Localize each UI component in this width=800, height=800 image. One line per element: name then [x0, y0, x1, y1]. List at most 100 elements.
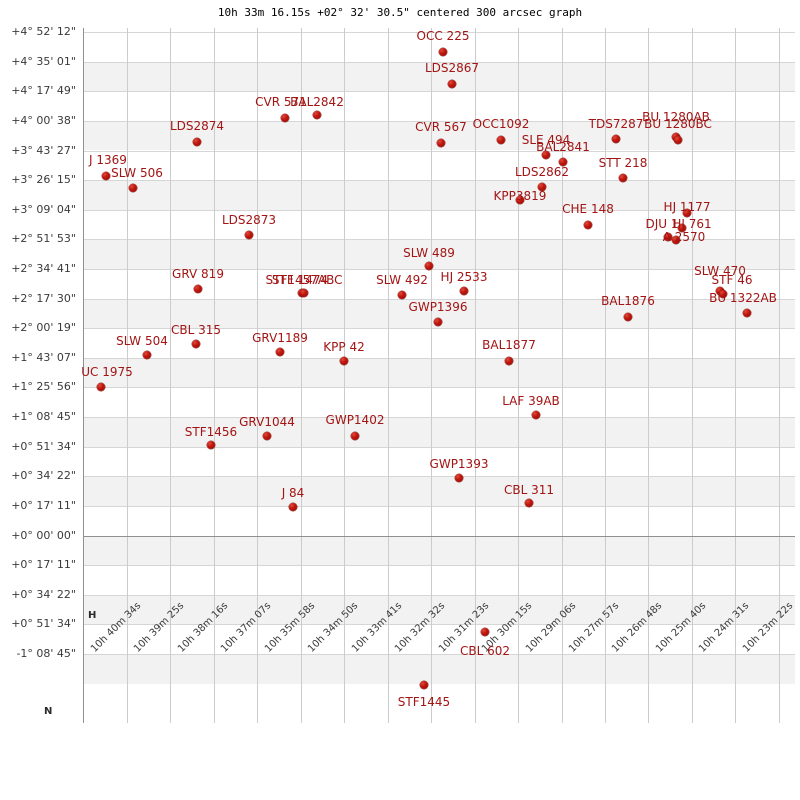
star-marker[interactable] — [743, 309, 751, 317]
star-marker[interactable] — [672, 236, 680, 244]
gridline-vertical — [257, 28, 259, 723]
star-marker[interactable] — [263, 432, 271, 440]
y-axis-tick-label: +2° 34' 41" — [11, 262, 76, 275]
gridline-vertical — [648, 28, 650, 723]
star-label: SLE 494 — [521, 133, 571, 147]
star-label: LDS2867 — [424, 61, 480, 75]
star-marker[interactable] — [207, 441, 215, 449]
star-label: GRV 819 — [172, 267, 224, 281]
y-axis-tick-label: +0° 34' 22" — [11, 469, 76, 483]
gridline-horizontal — [83, 505, 795, 507]
gridline-vertical — [170, 28, 172, 723]
star-marker[interactable] — [192, 340, 200, 348]
star-marker[interactable] — [542, 151, 550, 159]
star-marker[interactable] — [516, 196, 524, 204]
star-label: OCC1092 — [472, 117, 530, 131]
star-marker[interactable] — [281, 114, 289, 122]
star-marker[interactable] — [439, 48, 447, 56]
star-label: CBL 311 — [503, 483, 555, 497]
star-marker[interactable] — [102, 172, 110, 180]
star-marker[interactable] — [245, 231, 253, 239]
star-label: STF1456 — [184, 425, 238, 439]
star-marker[interactable] — [584, 221, 592, 229]
star-marker[interactable] — [683, 209, 691, 217]
y-axis-tick-label: +4° 52' 12" — [11, 25, 76, 38]
y-axis-tick-label: +4° 00' 38" — [11, 113, 76, 127]
star-marker[interactable] — [612, 135, 620, 143]
star-marker[interactable] — [674, 136, 682, 144]
y-axis-tick-label: +1° 25' 56" — [11, 380, 76, 394]
row-band — [83, 357, 795, 388]
star-marker[interactable] — [505, 357, 513, 365]
star-marker[interactable] — [289, 503, 297, 511]
gridline-horizontal — [83, 328, 795, 330]
star-marker[interactable] — [351, 432, 359, 440]
star-label: LDS2874 — [169, 119, 225, 133]
y-axis-tick-label: +0° 51' 34" — [11, 617, 76, 631]
star-label: BAL1877 — [482, 338, 536, 352]
gridline-horizontal — [83, 476, 795, 478]
star-marker[interactable] — [129, 184, 137, 192]
star-label: CHE 148 — [562, 202, 614, 216]
gridline-vertical — [344, 28, 346, 723]
gridline-horizontal — [83, 180, 795, 182]
star-marker[interactable] — [300, 289, 308, 297]
star-marker[interactable] — [619, 174, 627, 182]
star-marker[interactable] — [538, 183, 546, 191]
gridline-horizontal — [83, 150, 795, 152]
y-axis-tick-label: +4° 35' 01" — [11, 54, 76, 68]
star-label: J 1369 — [89, 153, 127, 167]
star-marker[interactable] — [624, 313, 632, 321]
gridline-horizontal — [83, 32, 795, 33]
y-axis-tick-label: +0° 17' 11" — [11, 558, 76, 572]
star-marker[interactable] — [420, 681, 428, 689]
gridline-horizontal — [83, 654, 795, 655]
star-label: CVR 571 — [255, 95, 307, 109]
star-marker[interactable] — [497, 136, 505, 144]
star-marker[interactable] — [434, 318, 442, 326]
star-marker[interactable] — [425, 262, 433, 270]
star-marker[interactable] — [193, 138, 201, 146]
star-marker[interactable] — [532, 411, 540, 419]
row-band — [83, 61, 795, 92]
star-marker[interactable] — [664, 233, 672, 241]
row-band — [83, 239, 795, 269]
star-label: J 84 — [281, 486, 305, 500]
y-axis-tick-label: +0° 17' 11" — [11, 498, 76, 512]
star-marker[interactable] — [448, 80, 456, 88]
star-marker[interactable] — [97, 383, 105, 391]
gridline-vertical — [735, 28, 737, 723]
star-marker[interactable] — [455, 474, 463, 482]
star-marker[interactable] — [559, 158, 567, 166]
star-marker[interactable] — [276, 348, 284, 356]
star-marker[interactable] — [340, 357, 348, 365]
gridline-horizontal — [83, 61, 795, 63]
star-label: HJ 1177 — [663, 200, 711, 214]
star-marker[interactable] — [460, 287, 468, 295]
star-marker[interactable] — [313, 111, 321, 119]
star-marker[interactable] — [481, 628, 489, 636]
gridline-vertical — [691, 28, 693, 723]
x-axis-line — [83, 535, 795, 537]
star-label: STF1457ABC — [265, 273, 343, 287]
star-label: SLW 506 — [111, 166, 163, 180]
x-axis-marker-letter: H — [88, 610, 97, 621]
star-marker[interactable] — [719, 290, 727, 298]
star-marker[interactable] — [678, 224, 686, 232]
star-label: HJ 2533 — [440, 270, 488, 284]
star-label: A 2570 — [662, 230, 706, 244]
star-marker[interactable] — [398, 291, 406, 299]
y-axis-tick-label: +2° 17' 30" — [11, 291, 76, 305]
star-label: GWP1396 — [408, 300, 468, 314]
star-marker[interactable] — [143, 351, 151, 359]
gridline-vertical — [474, 28, 476, 723]
star-label: GWP1393 — [429, 457, 489, 471]
star-label: TDS7287 — [588, 117, 644, 131]
star-marker[interactable] — [194, 285, 202, 293]
star-label: BAL2841 — [536, 140, 590, 154]
star-marker[interactable] — [437, 139, 445, 147]
star-label: BAL2842 — [290, 95, 344, 109]
star-marker[interactable] — [525, 499, 533, 507]
star-label: STF 1474 — [271, 273, 329, 287]
star-label: STT 218 — [598, 156, 648, 170]
